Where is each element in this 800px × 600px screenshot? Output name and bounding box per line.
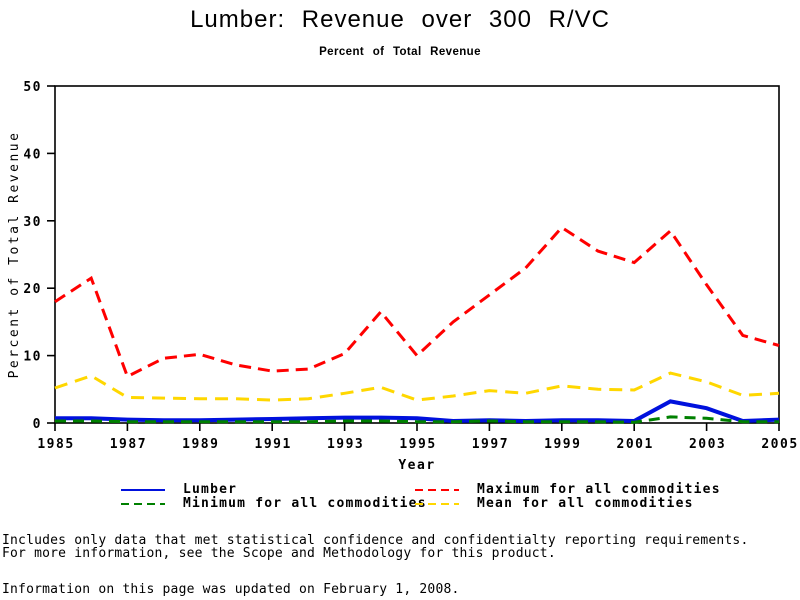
x-tick-label: 1997	[472, 437, 509, 452]
x-tick-label: 1989	[182, 437, 219, 452]
legend-label-mean: Mean for all commodities	[477, 496, 694, 511]
footnote-methodology: For more information, see the Scope and …	[2, 546, 556, 561]
series-maximum-for-all-commodities	[54, 225, 780, 379]
legend-entry-mean: Mean for all commodities	[415, 496, 721, 511]
chart-legend: Lumber Maximum for all commodities Minim…	[121, 482, 721, 511]
legend-label-lumber: Lumber	[183, 482, 238, 497]
y-tick-label: 20	[23, 282, 42, 297]
series-lumber	[55, 399, 780, 424]
legend-label-maximum: Maximum for all commodities	[477, 482, 721, 497]
chart-title: Lumber: Revenue over 300 R/VC	[190, 6, 610, 33]
x-tick-label: 1995	[399, 437, 436, 452]
y-tick-label: 50	[23, 80, 42, 95]
legend-entry-maximum: Maximum for all commodities	[415, 482, 721, 497]
x-tick-label: 2005	[761, 437, 798, 452]
y-tick-label: 10	[23, 350, 42, 365]
series-mean-for-all-commodities	[54, 371, 780, 402]
lumber-line-sample	[121, 488, 165, 491]
legend-entry-lumber: Lumber	[121, 482, 415, 497]
y-axis-title: Percent of Total Revenue	[7, 131, 22, 379]
minimum-line-sample	[121, 502, 165, 505]
x-tick-label: 2003	[689, 437, 726, 452]
line-chart: 0 10 20 30 40 50 1985 1987 1989 1991 1993 1995 1997 1…	[7, 80, 798, 473]
x-tick-label: 1999	[544, 437, 581, 452]
chart-subtitle: Percent of Total Revenue	[319, 46, 481, 58]
legend-entry-minimum: Minimum for all commodities	[121, 496, 426, 511]
x-tick-label: 1985	[37, 437, 74, 452]
footnote-confidence: Includes only data that met statistical …	[2, 533, 749, 548]
footnote-updated-date: Information on this page was updated on …	[2, 582, 460, 597]
y-tick-label: 40	[23, 147, 42, 162]
x-tick-label: 1987	[110, 437, 147, 452]
x-tick-label: 1991	[255, 437, 292, 452]
maximum-line-sample	[415, 488, 459, 491]
y-tick-label: 30	[23, 215, 42, 230]
mean-line-sample	[415, 502, 459, 505]
legend-label-minimum: Minimum for all commodities	[183, 496, 427, 511]
x-tick-label: 1993	[327, 437, 364, 452]
x-axis-title: Year	[398, 458, 435, 473]
series-minimum-for-all-commodities	[55, 415, 779, 424]
y-tick-label: 0	[33, 417, 42, 432]
x-tick-label: 2001	[617, 437, 654, 452]
